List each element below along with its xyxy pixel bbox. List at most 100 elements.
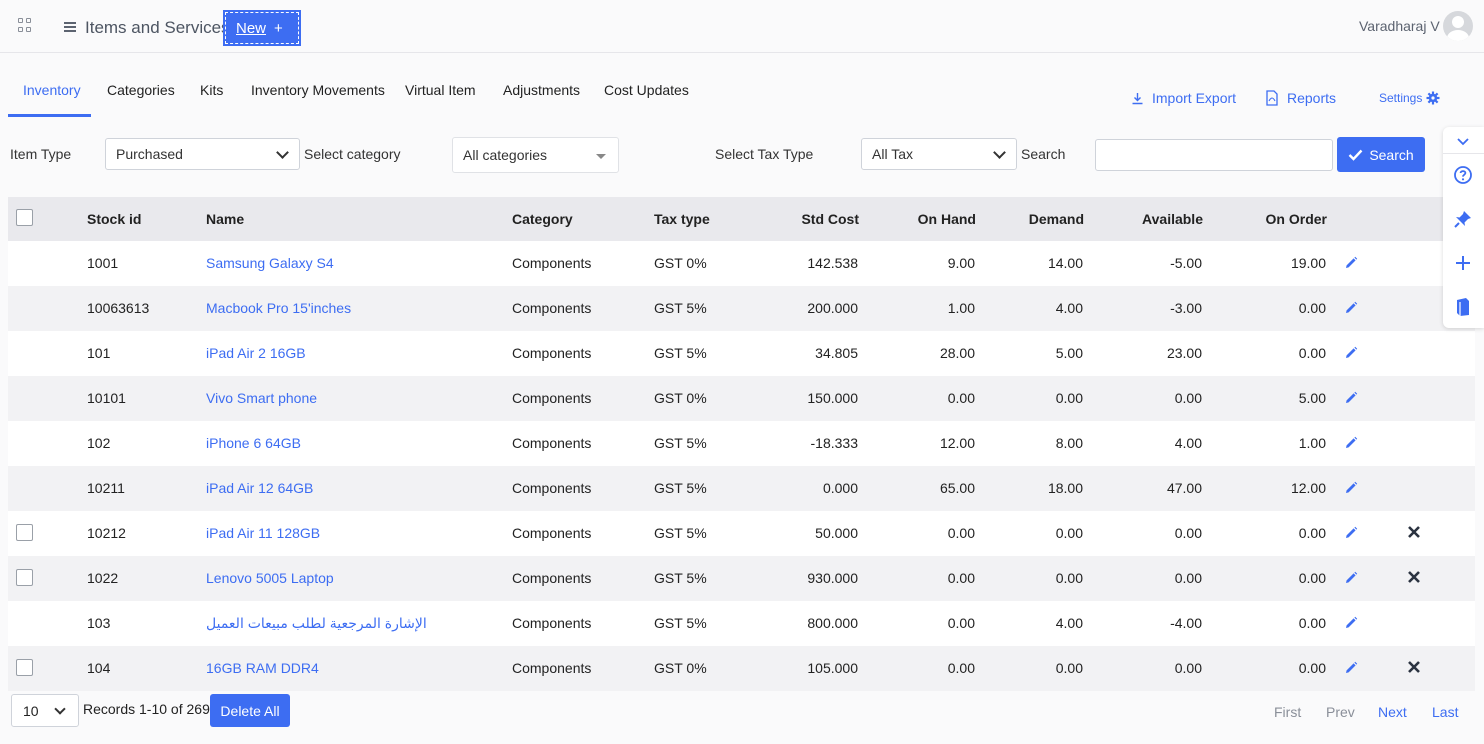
pager-last[interactable]: Last [1432,704,1459,720]
search-input[interactable] [1095,139,1333,171]
column-header-tax-type[interactable]: Tax type [654,211,710,227]
import-export-link[interactable]: Import Export [1131,90,1236,106]
cell-on-order: 5.00 [1298,390,1326,406]
pager-prev[interactable]: Prev [1326,704,1355,720]
cell-name-link[interactable]: 16GB RAM DDR4 [206,660,319,676]
table-row[interactable]: 1022 Lenovo 5005 Laptop Components GST 5% 93… [8,556,1475,601]
column-header-category[interactable]: Category [512,211,573,227]
column-header-demand[interactable]: Demand [1028,211,1084,227]
column-header-name[interactable]: Name [206,211,245,227]
close-icon[interactable] [1406,569,1422,585]
pencil-icon[interactable] [1344,481,1358,495]
table-row[interactable]: 10211 iPad Air 12 64GB Components GST 5% 0.0… [8,466,1475,511]
cell-stock-id: 10063613 [87,300,150,316]
pencil-icon[interactable] [1344,571,1358,585]
tax-type-label: Select Tax Type [715,146,814,162]
avatar-icon[interactable] [1443,11,1473,41]
table-row[interactable]: 10212 iPad Air 11 128GB Components GST 5% 50… [8,511,1475,556]
item-type-select[interactable]: Purchased [105,138,300,170]
cell-category: Components [512,390,592,406]
cell-std-cost: 0.000 [822,480,858,496]
table-row[interactable]: 103 الإشارة المرجعية لطلب مبيعات العميل Co… [8,601,1475,646]
row-checkbox[interactable] [16,659,33,676]
category-select[interactable]: All categories [452,137,619,173]
pager-first[interactable]: First [1274,704,1302,720]
cell-category: Components [512,570,592,586]
pencil-icon[interactable] [1344,436,1358,450]
cell-name-link[interactable]: Lenovo 5005 Laptop [206,570,334,586]
table-row[interactable]: 1001 Samsung Galaxy S4 Components GST 0% 142… [8,241,1475,286]
cell-demand: 0.00 [1055,390,1083,406]
cell-stock-id: 104 [87,660,111,676]
help-icon[interactable] [1453,165,1473,185]
chevron-down-icon[interactable] [1453,131,1473,151]
column-header-on-hand[interactable]: On Hand [917,211,976,227]
tab-inventory[interactable]: Inventory [23,82,81,98]
new-button[interactable]: New + [223,10,301,46]
cell-demand: 0.00 [1055,570,1083,586]
cell-name-link[interactable]: iPhone 6 64GB [206,435,301,451]
row-checkbox[interactable] [16,524,33,541]
pencil-icon[interactable] [1344,256,1358,270]
user-name[interactable]: Varadharaj V [1359,18,1440,34]
apps-grid-icon[interactable] [18,18,32,32]
cell-on-order: 0.00 [1298,525,1326,541]
table-row[interactable]: 104 16GB RAM DDR4 Components GST 0% 105.000 0… [8,646,1475,691]
pencil-icon[interactable] [1344,301,1358,315]
column-header-available[interactable]: Available [1142,211,1203,227]
cell-name-link[interactable]: Samsung Galaxy S4 [206,255,334,271]
cell-name-link[interactable]: iPad Air 2 16GB [206,345,306,361]
table-row[interactable]: 101 iPad Air 2 16GB Components GST 5% 34.805… [8,331,1475,376]
select-all-checkbox[interactable] [16,209,33,226]
tab-adjustments[interactable]: Adjustments [503,82,581,98]
plus-icon[interactable] [1453,253,1473,273]
book-icon[interactable] [1453,297,1473,317]
pencil-icon[interactable] [1344,391,1358,405]
table-row[interactable]: 10063613 Macbook Pro 15'inches Components G… [8,286,1475,331]
column-header-on-order[interactable]: On Order [1265,211,1327,227]
cell-category: Components [512,435,592,451]
tab-categories[interactable]: Categories [107,82,175,98]
tab-virtual-item[interactable]: Virtual Item [405,82,476,98]
tab-cost-updates[interactable]: Cost Updates [604,82,689,98]
pager-next[interactable]: Next [1378,704,1407,720]
row-checkbox[interactable] [16,569,33,586]
pdf-icon [1266,90,1278,106]
cell-name-link[interactable]: iPad Air 12 64GB [206,480,314,496]
pencil-icon[interactable] [1344,661,1358,675]
table-row[interactable]: 10101 Vivo Smart phone Components GST 0% 150… [8,376,1475,421]
cell-on-hand: 0.00 [947,390,975,406]
pencil-icon[interactable] [1344,616,1358,630]
cell-available: 47.00 [1166,480,1202,496]
delete-all-button[interactable]: Delete All [210,694,290,727]
pin-icon[interactable] [1453,209,1473,229]
settings-link[interactable]: Settings [1379,91,1440,105]
menu-list-icon[interactable] [64,22,76,32]
cell-on-hand: 0.00 [947,525,975,541]
cell-name-link[interactable]: Vivo Smart phone [206,390,318,406]
column-header-stock-id[interactable]: Stock id [87,211,142,227]
cell-demand: 18.00 [1047,480,1083,496]
cell-name-link[interactable]: الإشارة المرجعية لطلب مبيعات العميل [206,615,427,631]
close-icon[interactable] [1406,524,1422,540]
search-button[interactable]: Search [1337,137,1425,172]
cell-name-link[interactable]: Macbook Pro 15'inches [206,300,352,316]
cell-std-cost: 50.000 [815,525,858,541]
cell-std-cost: 930.000 [807,570,858,586]
column-header-std-cost[interactable]: Std Cost [801,211,859,227]
pencil-icon[interactable] [1344,526,1358,540]
reports-link[interactable]: Reports [1265,90,1336,106]
cell-name-link[interactable]: iPad Air 11 128GB [206,525,321,541]
cell-category: Components [512,660,592,676]
close-icon[interactable] [1406,659,1422,675]
pencil-icon[interactable] [1344,346,1358,360]
page-size-select[interactable]: 10 [11,694,79,727]
tab-kits[interactable]: Kits [200,82,224,98]
tab-inventory-movements[interactable]: Inventory Movements [251,82,385,98]
cell-std-cost: 34.805 [815,345,858,361]
table-row[interactable]: 102 iPhone 6 64GB Components GST 5% -18.333 1… [8,421,1475,466]
tax-type-select[interactable]: All Tax [861,138,1017,170]
cell-stock-id: 101 [87,345,111,361]
cell-std-cost: 800.000 [807,615,858,631]
cell-on-order: 0.00 [1298,660,1326,676]
